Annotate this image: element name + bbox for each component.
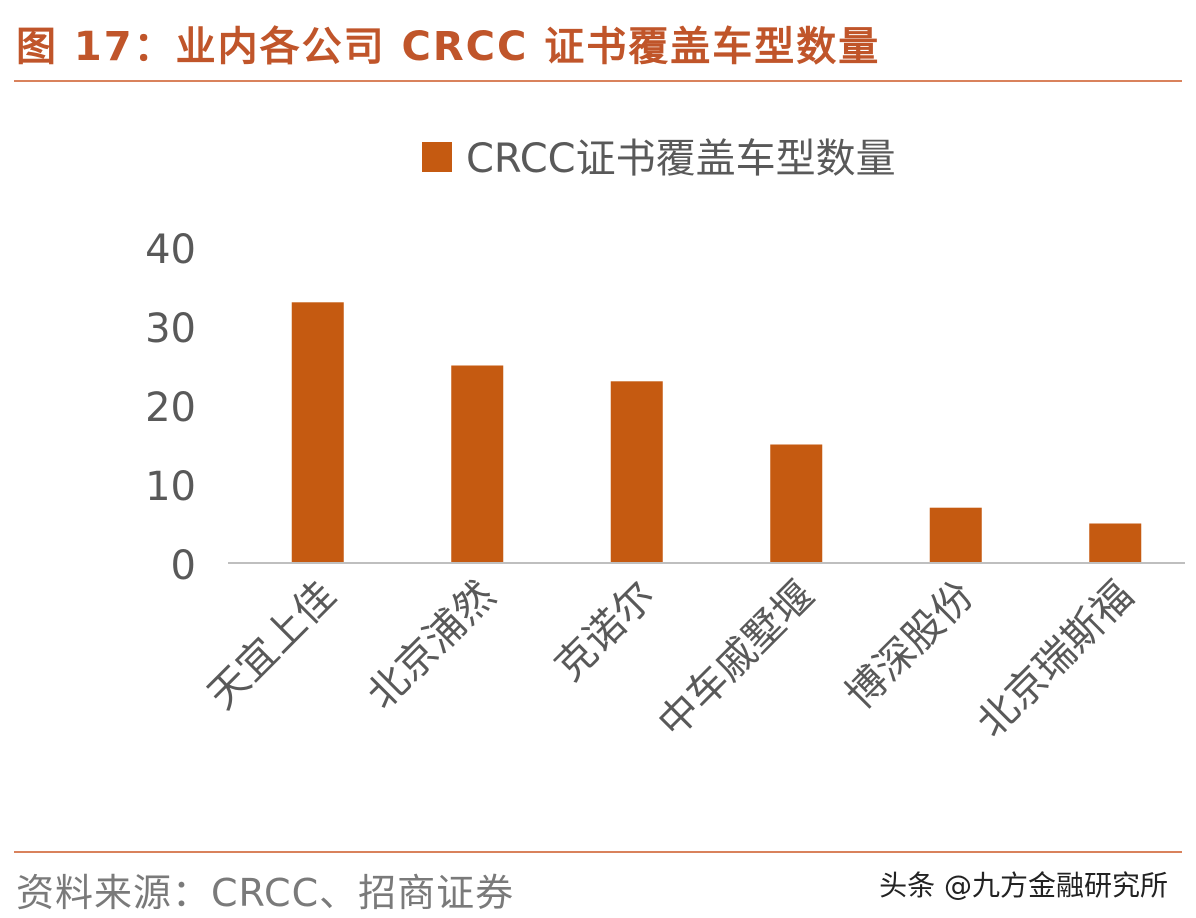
title-divider [14,80,1182,82]
bar-chart: CRCC证书覆盖车型数量 0 10 20 30 40 天宜上佳 北京浦然 克诺尔中车戚墅堰博… [145,136,1185,747]
y-axis: 0 10 20 30 40 [145,227,196,589]
x-tick-label: 北京瑞斯福 [968,573,1142,747]
chart-legend: CRCC证书覆盖车型数量 [422,136,896,182]
bar [610,381,663,563]
source-note: 资料来源：CRCC、招商证券 [16,871,515,915]
footer-divider [14,851,1182,853]
y-tick-label: 10 [145,464,196,510]
x-tick-label: 克诺尔 [546,573,663,690]
legend-label: CRCC证书覆盖车型数量 [466,136,896,182]
y-tick-label: 0 [171,543,196,589]
x-tick-label: 天宜上佳 [199,573,345,719]
x-tick-label: 北京浦然 [359,573,505,719]
bar-series [291,302,1142,563]
legend-swatch [422,142,452,172]
bar [1089,523,1142,563]
bar [929,507,982,563]
bar [770,444,823,563]
x-tick-label: 中车戚墅堰 [649,573,823,747]
figure-title: 图 17：业内各公司 CRCC 证书覆盖车型数量 [16,24,881,70]
watermark-text: 头条 @九方金融研究所 [879,869,1168,902]
bar [291,302,344,563]
x-tick-label: 博深股份 [837,573,983,719]
y-tick-label: 30 [145,306,196,352]
y-tick-label: 40 [145,227,196,273]
bar [451,365,504,563]
y-tick-label: 20 [145,385,196,431]
